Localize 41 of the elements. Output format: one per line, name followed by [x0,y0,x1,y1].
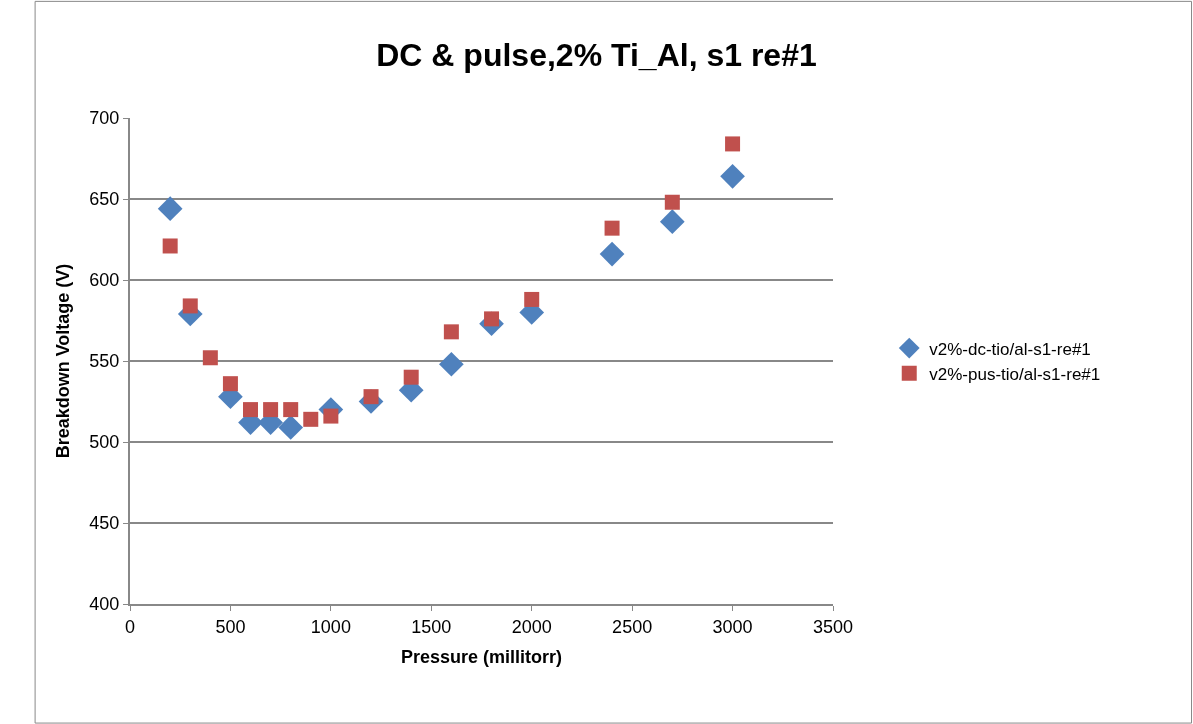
point [439,351,464,377]
point [725,136,741,152]
point [157,196,183,222]
point [443,324,459,340]
point [524,291,540,307]
x-tick-label: 1500 [411,616,452,637]
x-tick-label: 500 [215,616,246,637]
point [604,220,620,236]
point [283,402,299,418]
point [278,415,304,440]
point [403,369,419,385]
y-tick-label: 450 [89,513,120,534]
point [720,163,745,189]
point [243,402,259,418]
point [659,209,685,235]
x-tick-label: 3000 [712,616,753,637]
point [303,411,319,427]
x-tick-label: 3500 [812,616,854,637]
point [599,241,625,267]
x-tick-label: 2000 [511,616,552,637]
point [323,408,339,424]
legend-label: v2%-dc-tio/al-s1-re#1 [929,339,1091,359]
y-tick-label: 650 [89,189,120,210]
y-tick-label: 400 [89,594,120,615]
point [162,238,178,254]
y-tick-label: 500 [89,432,120,453]
chart-title: DC & pulse,2% Ti_Al, s1 re#1 [376,36,817,73]
point [263,402,279,418]
y-tick-label: 700 [89,108,120,129]
y-axis-title: Breakdown Voltage (V) [53,263,74,459]
x-tick-label: 2500 [612,616,653,637]
y-tick-label: 600 [89,270,120,291]
y-tick-label: 550 [89,351,120,372]
x-tick-label: 0 [124,616,136,637]
legend-label: v2%-pus-tio/al-s1-re#1 [929,364,1101,384]
point [664,194,680,210]
point [222,376,238,392]
x-axis-title: Pressure (millitorr) [400,647,563,668]
point [182,298,198,314]
point [202,350,218,366]
x-tick-label: 1000 [310,616,351,637]
